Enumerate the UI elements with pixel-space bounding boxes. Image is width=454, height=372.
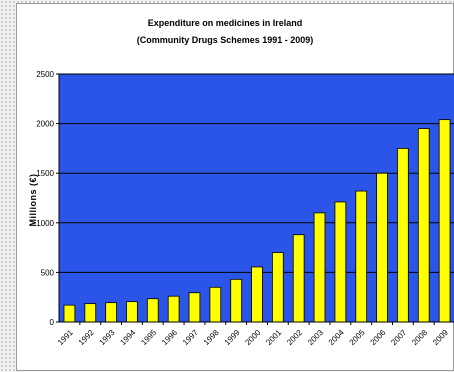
x-tick-label-2005: 2005 [348,328,367,347]
bars [63,119,451,323]
x-tick-label-2006: 2006 [369,328,388,347]
x-tick-label-2008: 2008 [410,328,429,347]
bar-1998 [209,286,222,323]
x-tick-label-1999: 1999 [223,328,242,347]
bar-2004 [334,201,347,323]
x-tick-label-2004: 2004 [327,328,346,347]
chart-title: Expenditure on medicines in Ireland [148,18,303,28]
bar-2006 [376,172,388,323]
y-ticks: 0 500 1000 1500 2000 2500 [36,70,59,327]
bar-2005 [355,190,368,323]
bar-2007 [397,147,409,323]
y-tick-label: 1000 [36,219,54,228]
bar-1993 [105,302,117,323]
x-tick-label-1991: 1991 [56,328,75,347]
x-tick-label-2007: 2007 [389,328,408,347]
bar-1999 [230,278,242,323]
y-axis-label: Millions (€) [28,174,38,227]
bar-1992 [84,303,97,323]
x-tick-label-2002: 2002 [285,328,304,347]
x-tick-label-2009: 2009 [431,328,450,347]
chart-subtitle: (Community Drugs Schemes 1991 - 2009) [137,35,314,45]
x-ticks: 1991 1992 1993 1994 1995 1996 1997 1998 1999 2000… [56,322,450,347]
bar-2002 [292,234,305,323]
x-tick-label-1992: 1992 [77,328,96,347]
y-tick-label: 1500 [36,169,54,178]
bar-1991 [63,304,76,323]
x-tick-label-1996: 1996 [160,328,179,347]
bar-2001 [272,252,284,323]
x-tick-label-1997: 1997 [181,328,200,347]
bar-2009 [438,119,451,323]
bar-2000 [251,266,263,323]
x-tick-label-2003: 2003 [306,328,325,347]
y-tick-label: 2500 [36,70,54,79]
bar-1994 [126,301,138,323]
bar-1996 [167,295,180,323]
x-tick-label-1998: 1998 [202,328,221,347]
bar-2003 [313,212,326,323]
x-tick-label-1995: 1995 [139,328,158,347]
y-tick-label: 0 [50,318,55,327]
x-tick-label-2000: 2000 [243,328,262,347]
bar-1995 [146,298,159,323]
x-tick-label-1993: 1993 [98,328,117,347]
chart-svg: Expenditure on medicines in Ireland (Com… [28,18,454,347]
y-tick-label: 500 [41,268,55,277]
x-tick-label-2001: 2001 [264,328,283,347]
chart-frame: Expenditure on medicines in Ireland (Com… [16,3,454,371]
bar-1997 [188,292,201,323]
y-tick-label: 2000 [36,120,54,129]
bar-2008 [417,128,430,323]
x-tick-label-1994: 1994 [118,328,137,347]
